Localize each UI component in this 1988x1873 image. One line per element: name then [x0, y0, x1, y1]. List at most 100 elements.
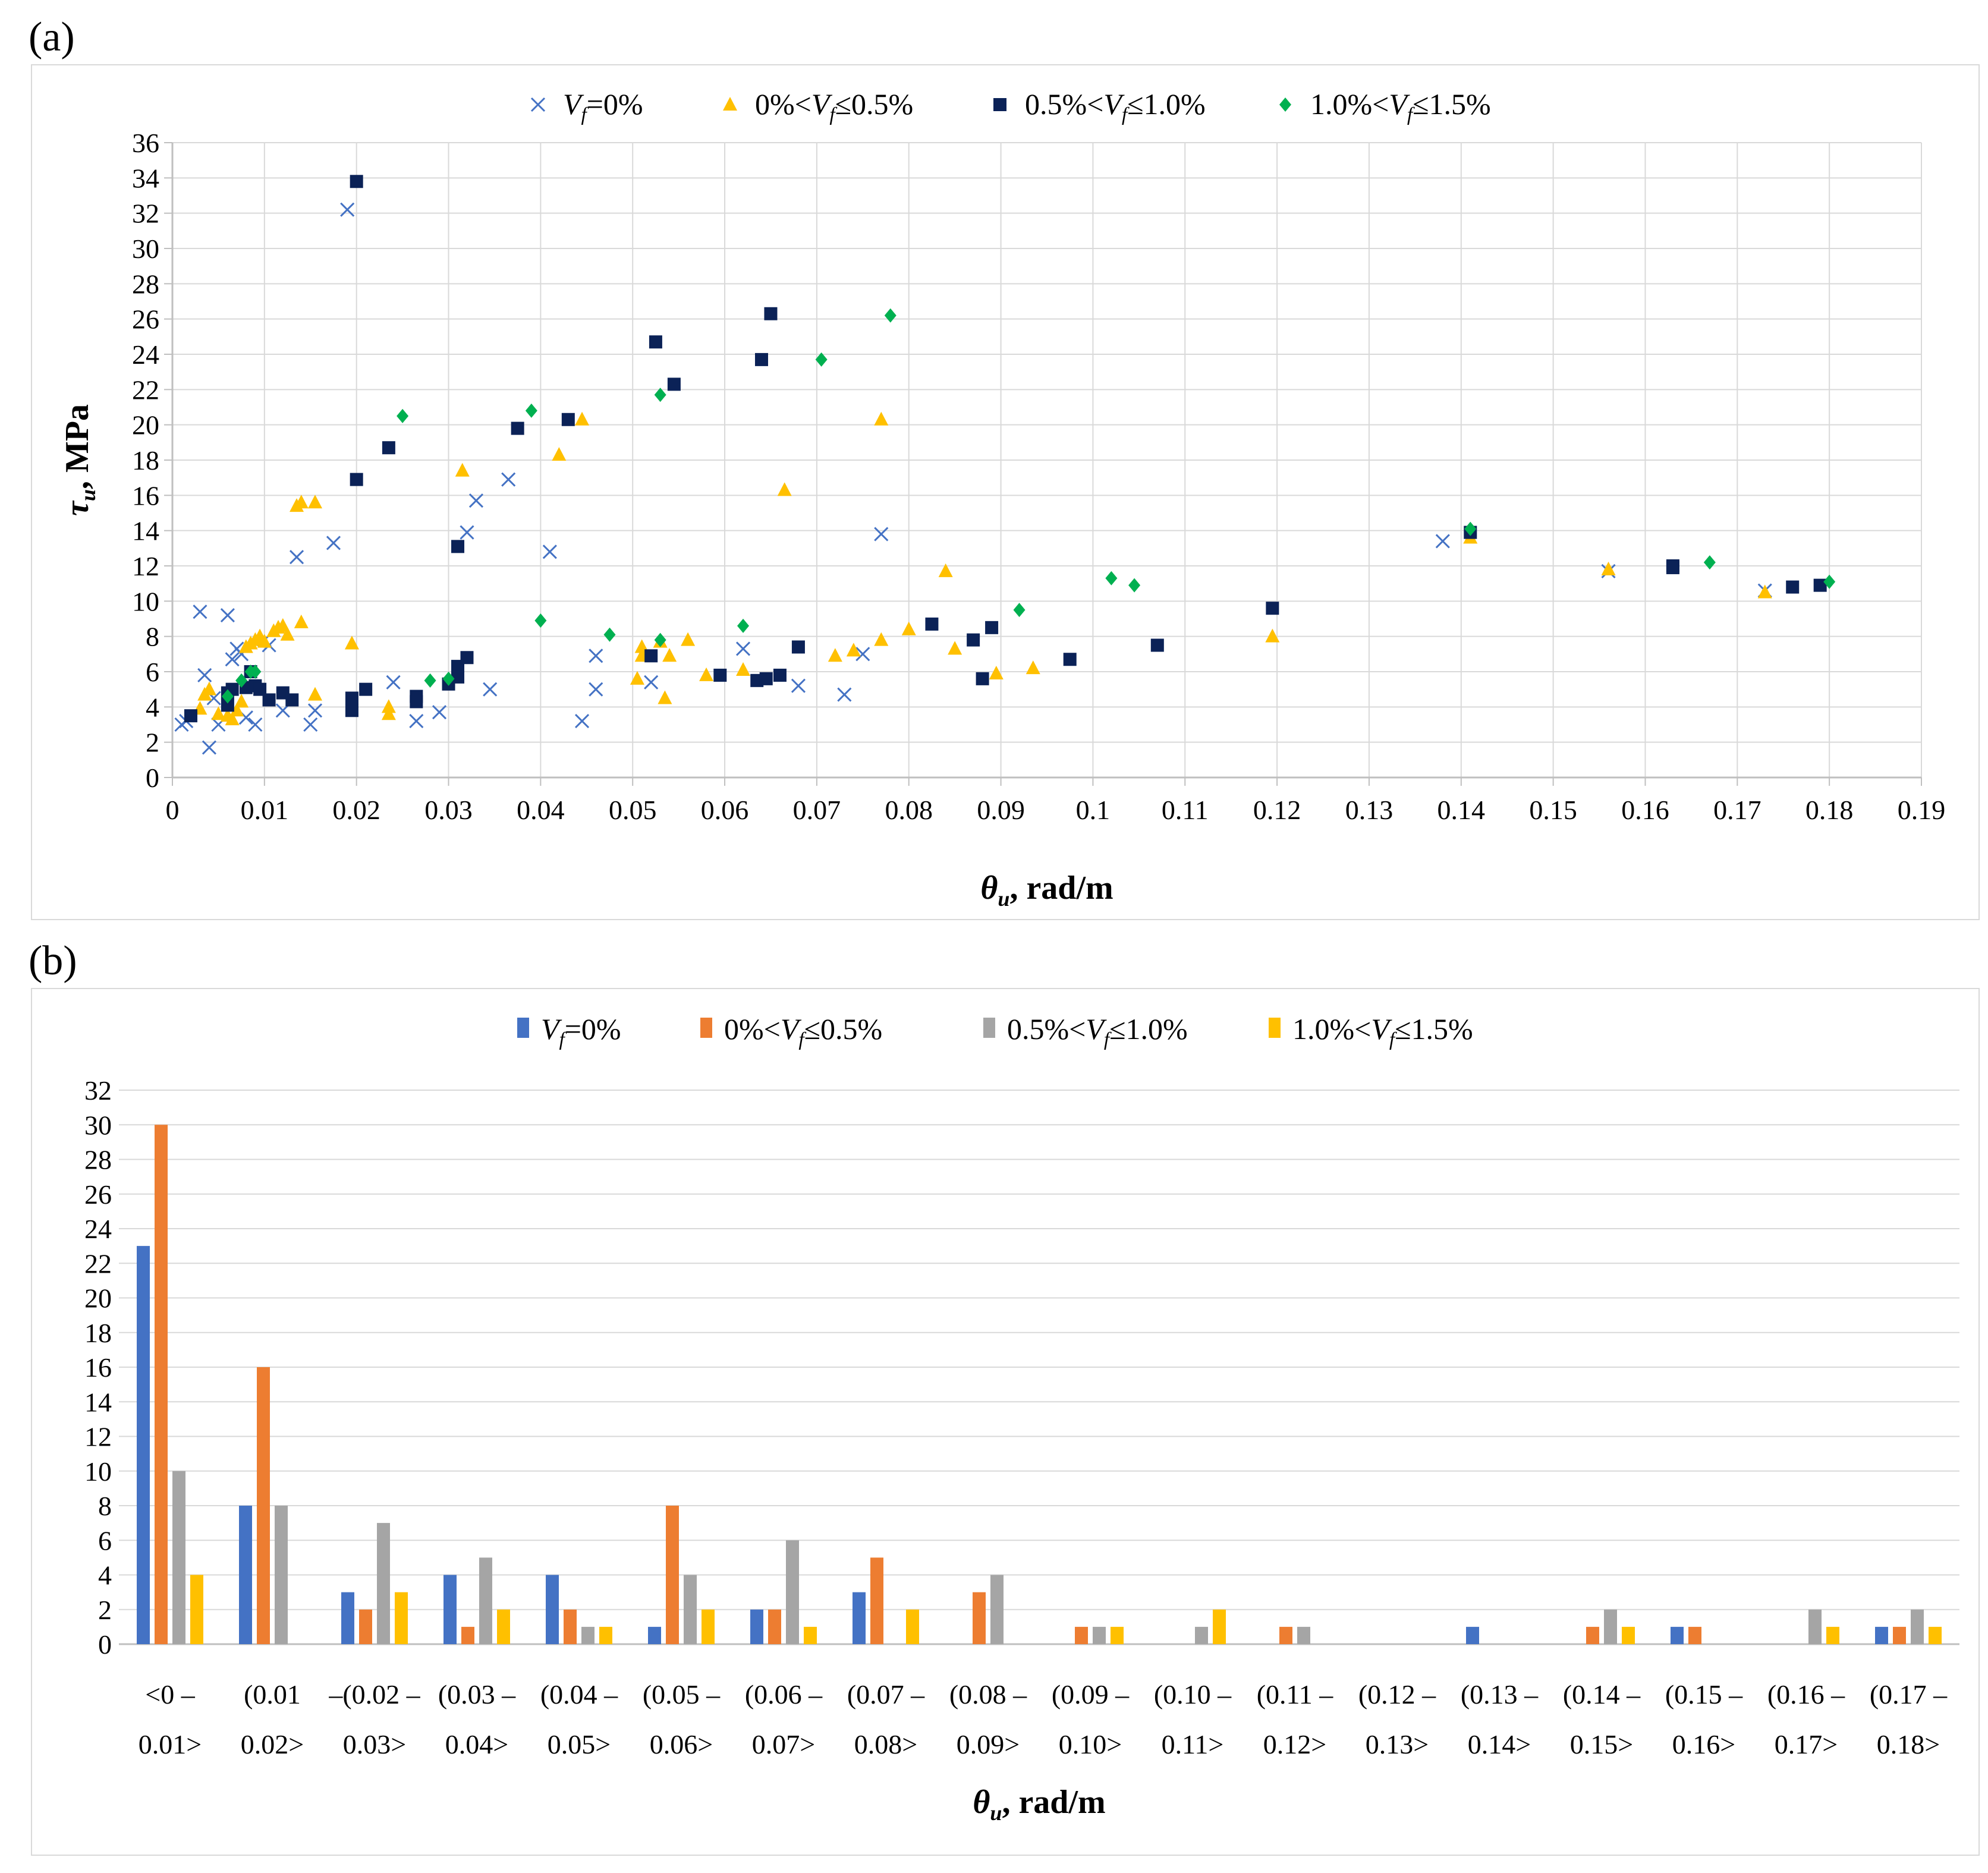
x-tick-label: 0.16>: [1672, 1729, 1735, 1759]
x-tick-label: 0.17>: [1775, 1729, 1838, 1759]
x-tick-label: 0.06: [701, 795, 749, 825]
x-tick-label: 0.10>: [1059, 1729, 1122, 1759]
data-point: [501, 472, 516, 487]
bar: [341, 1592, 354, 1644]
legend-label: 0%<Vf​≤0.5%: [755, 87, 913, 125]
bar: [257, 1367, 270, 1644]
data-point: [202, 681, 216, 695]
y-tick-label: 18: [132, 445, 159, 476]
y-tick-label: 6: [146, 657, 159, 687]
x-tick-label: 0.09>: [957, 1729, 1020, 1759]
x-tick-label: 0.12: [1253, 795, 1301, 825]
bar: [275, 1506, 288, 1644]
x-tick-label: (0.06 –: [745, 1679, 823, 1710]
data-point: [1823, 574, 1836, 589]
data-point: [874, 632, 889, 646]
data-point: [359, 682, 373, 696]
data-point: [603, 627, 616, 642]
bar: [666, 1506, 679, 1644]
data-point: [221, 698, 234, 712]
bar: [443, 1575, 457, 1644]
y-tick-label: 14: [132, 516, 159, 546]
data-point: [340, 202, 355, 217]
data-point: [184, 709, 197, 723]
y-tick-label: 24: [84, 1214, 112, 1244]
bar: [377, 1523, 390, 1644]
x-tick-label: 0.18: [1805, 795, 1854, 825]
data-point: [249, 665, 262, 679]
y-tick-label: 2: [146, 728, 159, 758]
data-point: [307, 703, 323, 718]
data-point: [409, 714, 424, 729]
y-tick-label: 10: [132, 586, 159, 616]
data-point: [574, 714, 590, 729]
bar: [1279, 1626, 1292, 1644]
bar: [581, 1626, 594, 1644]
data-point: [1703, 555, 1716, 570]
y-tick-label: 10: [84, 1456, 112, 1487]
data-point: [667, 377, 681, 391]
panel-a-label: (a): [29, 14, 75, 60]
data-point: [874, 527, 889, 542]
data-point: [229, 703, 244, 717]
bar: [990, 1575, 1004, 1644]
bar: [1075, 1626, 1088, 1644]
data-point: [381, 699, 396, 713]
x-tick-label: 0.17: [1713, 795, 1761, 825]
bar: [599, 1626, 612, 1644]
y-tick-label: 14: [84, 1387, 112, 1417]
scatter-chart: 0 0.01 0.02 0.03 0.04 0.05 0.06 0.07 0.08 0.09 0.1…: [59, 87, 1945, 911]
bar: [395, 1592, 408, 1644]
y-tick-label: 16: [84, 1352, 112, 1383]
legend-entry: 1.0%<Vf​≤1.5%: [1279, 87, 1491, 125]
x-tick-label: 0: [166, 795, 180, 825]
bar: [648, 1626, 661, 1644]
data-point: [397, 408, 409, 423]
data-point: [1813, 578, 1827, 592]
panel-b-frame: [31, 988, 1980, 1856]
bar: [870, 1557, 883, 1644]
y-tick-label: 26: [132, 304, 159, 335]
data-point: [630, 670, 644, 685]
x-tick-label: (0.11 –: [1257, 1679, 1334, 1710]
y-tick-label: 0: [98, 1629, 112, 1660]
legend-label: 0%<Vf​≤0.5%: [724, 1012, 882, 1050]
bar: [1297, 1626, 1310, 1644]
y-tick-label: 6: [98, 1525, 112, 1556]
data-point: [234, 694, 249, 708]
data-point: [451, 540, 465, 553]
y-tick-label: 20: [132, 410, 159, 440]
x-tick-label: 0.12>: [1263, 1729, 1326, 1759]
data-point: [455, 462, 470, 477]
data-point: [211, 706, 226, 720]
data-point: [1464, 521, 1477, 536]
x-tick-label: (0.16 –: [1767, 1679, 1845, 1710]
x-tick-label: 0.11>: [1162, 1729, 1224, 1759]
bar: [1111, 1626, 1124, 1644]
y-tick-label: 32: [132, 199, 159, 229]
x-tick-label: 0.14: [1437, 795, 1486, 825]
data-point: [1013, 603, 1026, 618]
data-point: [1150, 638, 1164, 652]
x-tick-label: 0.03: [424, 795, 473, 825]
data-point: [948, 641, 962, 655]
x-tick-label: –(0.02 –: [328, 1679, 420, 1710]
data-point: [1063, 653, 1077, 666]
data-point: [1128, 578, 1141, 593]
data-point: [483, 682, 498, 697]
y-tick-label: 32: [84, 1075, 112, 1106]
data-point: [837, 687, 852, 702]
bar: [1826, 1626, 1839, 1644]
data-point: [989, 665, 1004, 679]
legend-entry: 1.0%<Vf​≤1.5%: [1269, 1012, 1473, 1050]
data-point: [681, 632, 696, 646]
x-tick-label: 0.08: [885, 795, 933, 825]
data-point: [248, 717, 263, 732]
bar: [190, 1575, 203, 1644]
legend-swatch: [983, 1018, 995, 1038]
x-tick-label: 0.18>: [1877, 1729, 1940, 1759]
data-point: [350, 175, 363, 188]
data-point: [1266, 602, 1279, 615]
data-point: [658, 690, 672, 704]
